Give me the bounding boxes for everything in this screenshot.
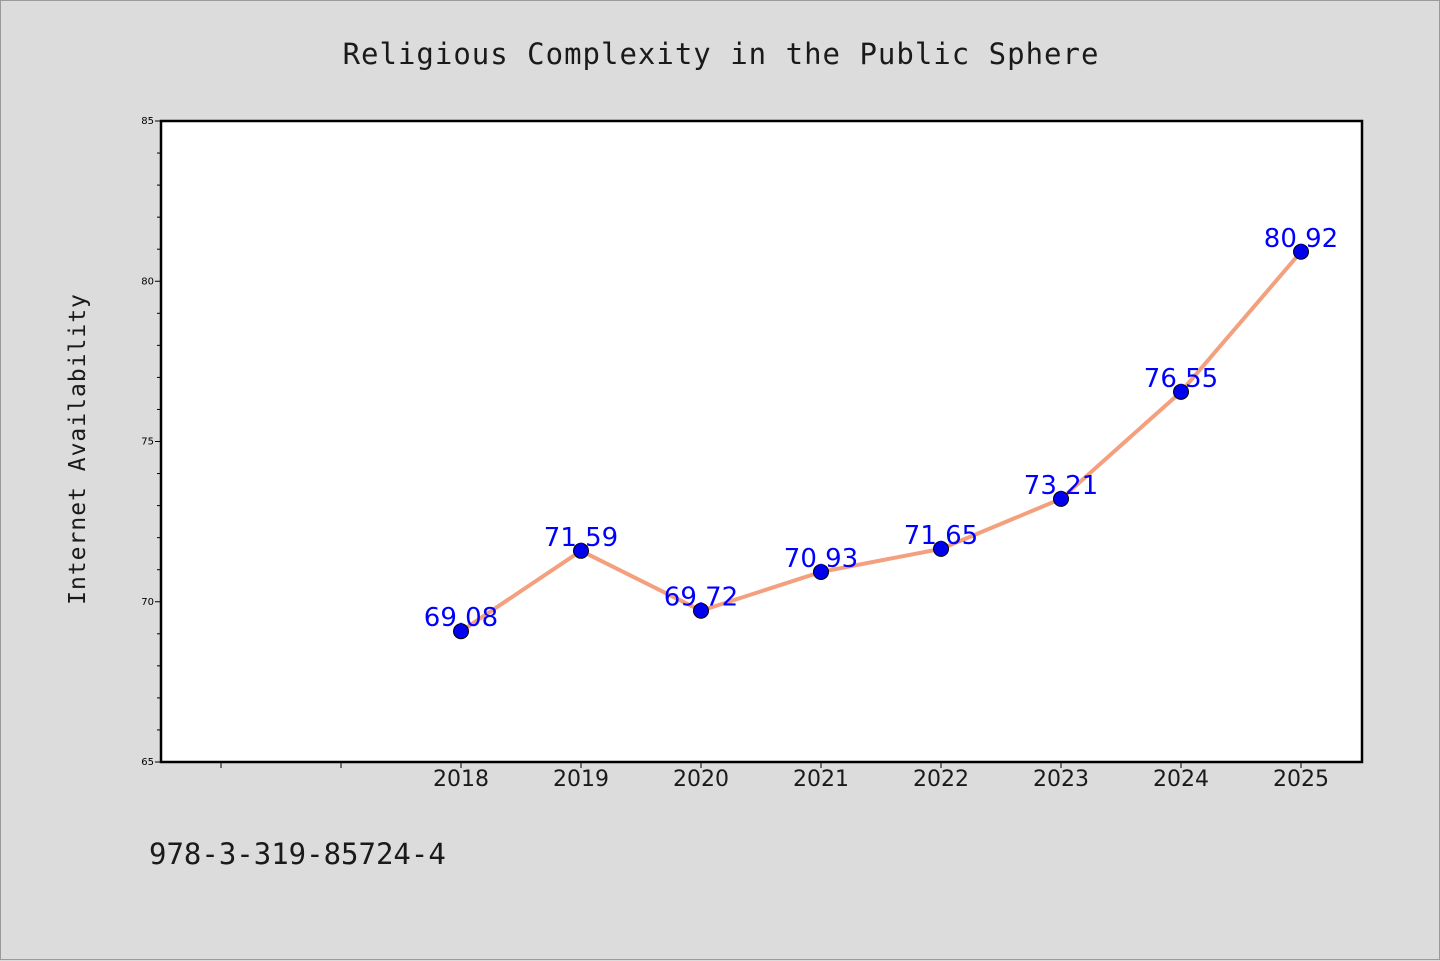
data-point xyxy=(813,563,829,580)
y-tick-label: 75 xyxy=(141,437,154,448)
series-line xyxy=(459,249,1303,634)
y-axis-ticks: 65 70 75 80 85 xyxy=(141,116,161,768)
data-point xyxy=(933,540,949,557)
x-tick-label: 2025 xyxy=(1273,767,1329,792)
y-tick-label: 80 xyxy=(141,276,154,287)
x-tick-label: 2021 xyxy=(793,767,849,792)
x-tick-label: 2024 xyxy=(1153,767,1209,792)
data-point xyxy=(1293,243,1309,260)
data-label: 80.92 xyxy=(1264,224,1338,254)
x-tick-label: 2020 xyxy=(673,767,729,792)
data-point xyxy=(1173,383,1189,400)
data-label: 76.55 xyxy=(1144,364,1218,394)
data-label: 69.08 xyxy=(424,603,498,633)
data-point xyxy=(1053,490,1069,507)
x-axis-ticks: 2018 2019 2020 2021 2022 2023 2024 2025 xyxy=(220,762,1329,792)
data-label: 71.59 xyxy=(544,523,618,553)
data-point xyxy=(573,542,589,559)
y-tick-label: 65 xyxy=(141,757,154,768)
plot-frame xyxy=(159,119,1364,764)
x-tick-label: 2023 xyxy=(1033,767,1089,792)
data-point xyxy=(453,623,469,640)
data-label: 70.93 xyxy=(784,544,858,574)
isbn-text: 978-3-319-85724-4 xyxy=(149,837,446,871)
data-label: 71.65 xyxy=(904,521,978,551)
chart-title: Religious Complexity in the Public Spher… xyxy=(343,37,1100,71)
x-tick-label: 2018 xyxy=(433,767,489,792)
data-series: 69.08 71.59 69.72 70.93 71.65 73.21 76.55 80.92 xyxy=(424,224,1338,640)
y-tick-label: 70 xyxy=(141,597,154,608)
plot-area xyxy=(161,121,1362,762)
y-tick-label: 85 xyxy=(141,116,154,127)
x-tick-label: 2019 xyxy=(553,767,609,792)
data-label: 69.72 xyxy=(664,583,738,613)
data-label: 73.21 xyxy=(1024,471,1098,501)
y-axis-label: Internet Availability xyxy=(65,293,91,605)
x-tick-label: 2022 xyxy=(913,767,969,792)
data-point xyxy=(693,602,709,619)
